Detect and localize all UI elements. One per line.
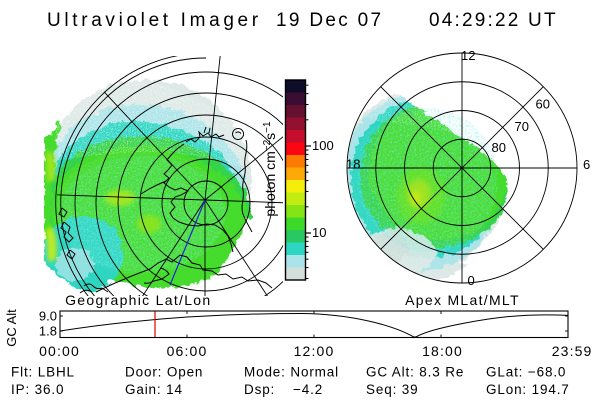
svg-text:100: 100 bbox=[312, 138, 334, 153]
svg-text:04:29:22 UT: 04:29:22 UT bbox=[429, 10, 558, 31]
svg-text:IP: 36.0: IP: 36.0 bbox=[11, 382, 64, 397]
svg-text:23:59: 23:59 bbox=[552, 343, 593, 359]
svg-text:80: 80 bbox=[492, 140, 506, 155]
svg-text:Seq: 39: Seq: 39 bbox=[366, 382, 419, 397]
svg-text:1.8: 1.8 bbox=[39, 324, 57, 339]
svg-text:Dsp:: Dsp: bbox=[244, 382, 275, 397]
svg-text:6: 6 bbox=[583, 157, 590, 172]
svg-text:GC Alt: 8.3 Re: GC Alt: 8.3 Re bbox=[366, 365, 464, 380]
svg-text:60: 60 bbox=[536, 97, 550, 112]
svg-text:12:00: 12:00 bbox=[294, 343, 335, 359]
svg-text:GC Alt: GC Alt bbox=[4, 309, 19, 347]
svg-text:Flt: LBHL: Flt: LBHL bbox=[11, 365, 75, 380]
svg-text:00:00: 00:00 bbox=[39, 343, 80, 359]
svg-text:Door: Open: Door: Open bbox=[125, 365, 203, 380]
svg-text:19 Dec 07: 19 Dec 07 bbox=[276, 10, 383, 31]
svg-text:06:00: 06:00 bbox=[167, 343, 208, 359]
svg-text:Geographic Lat/Lon: Geographic Lat/Lon bbox=[65, 292, 211, 308]
svg-text:−4.2: −4.2 bbox=[293, 382, 323, 397]
svg-text:Gain: 14: Gain: 14 bbox=[125, 382, 183, 397]
svg-text:10: 10 bbox=[312, 225, 326, 240]
svg-text:70: 70 bbox=[515, 119, 529, 134]
svg-text:GLon: 194.7: GLon: 194.7 bbox=[486, 382, 570, 397]
svg-text:Mode: Normal: Mode: Normal bbox=[244, 365, 339, 380]
svg-text:photon cm−2s−1: photon cm−2s−1 bbox=[262, 121, 278, 217]
svg-text:18:00: 18:00 bbox=[422, 343, 463, 359]
svg-text:18: 18 bbox=[346, 157, 360, 172]
svg-text:0: 0 bbox=[468, 273, 475, 288]
svg-text:12: 12 bbox=[461, 48, 475, 63]
svg-text:Ultraviolet Imager: Ultraviolet Imager bbox=[47, 10, 262, 31]
svg-text:GLat: −68.0: GLat: −68.0 bbox=[486, 365, 566, 380]
svg-text:Apex MLat/MLT: Apex MLat/MLT bbox=[405, 292, 520, 308]
svg-text:9.0: 9.0 bbox=[39, 309, 57, 324]
